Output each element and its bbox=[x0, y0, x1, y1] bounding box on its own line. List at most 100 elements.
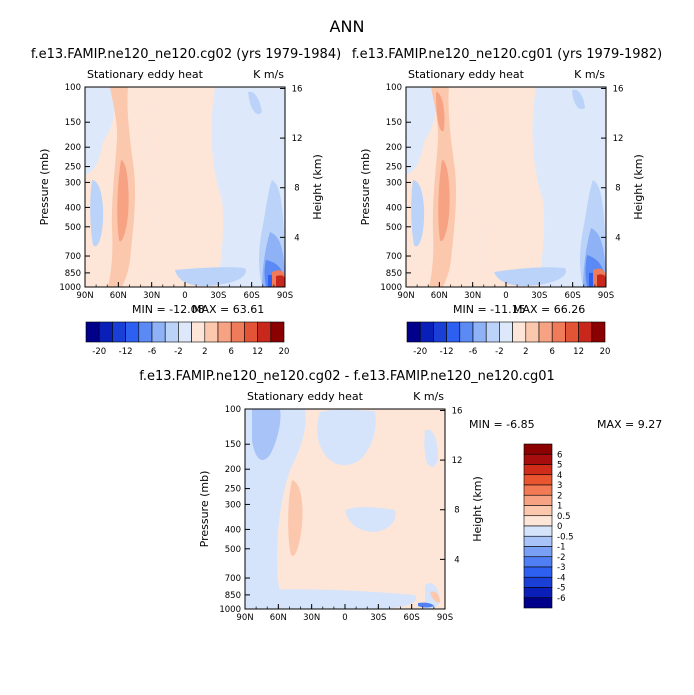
panel-2-ytick-label: 700 bbox=[386, 252, 402, 262]
panel-3-colorbar-swatch bbox=[523, 464, 553, 476]
panel-1: f.e13.FAMIP.ne120_ne120.cg02 (yrs 1979-1… bbox=[31, 47, 341, 357]
panel-1-colorbar-label: -12 bbox=[119, 347, 133, 357]
panel-3-xtick-label: 60N bbox=[270, 613, 287, 623]
panel-3-colorbar-swatch bbox=[523, 535, 553, 547]
panel-1-axes: 90N 60N 30N 0 30S 60S 90S 100 150 200 250 300 400 500… bbox=[59, 83, 302, 301]
panel-3-xtick-label: 30S bbox=[370, 613, 386, 623]
panel-1-ytick-label: 250 bbox=[65, 163, 81, 173]
panel-1-ytick-label: 300 bbox=[65, 178, 81, 188]
panel-3-colorbar-label: 6 bbox=[557, 450, 562, 460]
panel-3-colorbar-label: -4 bbox=[557, 573, 565, 583]
panel-3-ytick-label: 250 bbox=[225, 485, 241, 495]
panel-1-colorbar-label: 20 bbox=[279, 347, 290, 357]
panel-1-ytick-label: 200 bbox=[65, 143, 81, 153]
panel-2: f.e13.FAMIP.ne120_ne120.cg01 (yrs 1979-1… bbox=[352, 47, 662, 357]
panel-3-ytick-label: 150 bbox=[225, 440, 241, 450]
panel-1-ytick-label: 500 bbox=[65, 223, 81, 233]
panel-1-ytick-label: 850 bbox=[65, 269, 81, 279]
panel-3-colorbar-swatch bbox=[523, 566, 553, 578]
panel-2-colorbar-swatch bbox=[578, 321, 593, 343]
panel-3-y2tick-label: 16 bbox=[452, 406, 463, 416]
panel-2-colorbar-swatch bbox=[406, 321, 421, 343]
panel-2-xtick-label: 0 bbox=[503, 291, 508, 301]
panel-1-colorbar-label: -2 bbox=[174, 347, 182, 357]
panel-3-colorbar-swatch bbox=[523, 443, 553, 455]
panel-3-colorbar-swatch bbox=[523, 556, 553, 568]
panel-1-xtick-label: 90N bbox=[76, 291, 93, 301]
panel-3-title: f.e13.FAMIP.ne120_ne120.cg02 - f.e13.FAM… bbox=[139, 369, 555, 384]
panel-3-colorbar-label: -6 bbox=[557, 594, 565, 604]
panel-3-ytick-label: 200 bbox=[225, 465, 241, 475]
panel-1-xtick-label: 0 bbox=[182, 291, 187, 301]
panel-3-xtick-label: 60S bbox=[404, 613, 420, 623]
panel-3-colorbar-label: -1 bbox=[557, 543, 565, 553]
panel-2-colorbar-label: 2 bbox=[523, 347, 528, 357]
panel-1-ytick-label: 400 bbox=[65, 203, 81, 213]
panel-3-ytick-label: 1000 bbox=[219, 605, 241, 615]
panel-2-ytick-label: 300 bbox=[386, 178, 402, 188]
panel-2-colorbar-swatch bbox=[419, 321, 434, 343]
panel-3-xtick-label: 90N bbox=[236, 613, 253, 623]
panel-3-colorbar-label: 2 bbox=[557, 491, 562, 501]
panel-3-colorbar-swatch bbox=[523, 474, 553, 486]
panel-3-colorbar-swatch bbox=[523, 576, 553, 588]
panel-1-left-label: Stationary eddy heat bbox=[87, 68, 204, 81]
panel-2-y2tick-label: 4 bbox=[615, 233, 620, 243]
panel-2-y2tick-label: 8 bbox=[615, 184, 620, 194]
panel-3-colorbar-label: -5 bbox=[557, 584, 565, 594]
panel-2-ytick-label: 150 bbox=[386, 118, 402, 128]
panel-2-axes: 90N 60N 30N 0 30S 60S 90S 100 150 200 250 300 400 500… bbox=[380, 83, 623, 301]
panel-1-colorbar-swatch bbox=[230, 321, 245, 343]
panel-2-colorbar-swatch bbox=[472, 321, 487, 343]
panel-3: f.e13.FAMIP.ne120_ne120.cg02 - f.e13.FAM… bbox=[139, 369, 662, 623]
panel-2-colorbar-swatch bbox=[499, 321, 513, 343]
panel-3-colorbar-label: -0.5 bbox=[557, 532, 574, 542]
panel-1-colorbar-swatch bbox=[164, 321, 179, 343]
panel-1-right-label: K m/s bbox=[253, 68, 284, 81]
panel-2-xtick-label: 90S bbox=[598, 291, 614, 301]
panel-1-colorbar-label: -6 bbox=[148, 347, 156, 357]
panel-2-colorbar-label: 20 bbox=[600, 347, 611, 357]
panel-1-colorbar-label: 2 bbox=[202, 347, 207, 357]
panel-3-colorbar-swatch bbox=[523, 505, 553, 517]
panel-1-colorbar-swatch bbox=[204, 321, 219, 343]
panel-1-field bbox=[85, 87, 285, 287]
panel-2-ytick-label: 100 bbox=[386, 83, 402, 93]
panel-1-y2tick-label: 4 bbox=[294, 233, 299, 243]
panel-1-xtick-label: 60S bbox=[244, 291, 260, 301]
panel-3-colorbar-label: 0.5 bbox=[557, 512, 571, 522]
panel-3-ytick-label: 400 bbox=[225, 525, 241, 535]
panel-1-colorbar-swatch bbox=[257, 321, 272, 343]
panel-3-colorbar-label: -3 bbox=[557, 563, 565, 573]
panel-3-ytick-label: 100 bbox=[225, 405, 241, 415]
panel-3-colorbar-swatch bbox=[523, 525, 553, 537]
panel-2-xtick-label: 60N bbox=[431, 291, 448, 301]
panel-1-xtick-label: 90S bbox=[277, 291, 293, 301]
panel-1-colorbar-swatch bbox=[112, 321, 126, 343]
panel-1-colorbar-swatch bbox=[270, 321, 285, 343]
panel-3-y2tick-label: 8 bbox=[454, 506, 459, 516]
panel-1-ytick-label: 150 bbox=[65, 118, 81, 128]
panel-3-max: MAX = 9.27 bbox=[597, 418, 662, 431]
panel-3-y2tick-label: 12 bbox=[452, 456, 463, 466]
panel-1-colorbar: -20 -12 -6 -2 2 6 12 20 bbox=[85, 321, 290, 357]
panel-2-colorbar-swatch bbox=[446, 321, 461, 343]
panel-3-colorbar-swatch bbox=[523, 597, 553, 609]
panel-1-xtick-label: 60N bbox=[110, 291, 127, 301]
panel-2-left-label: Stationary eddy heat bbox=[408, 68, 525, 81]
panel-1-colorbar-swatch bbox=[217, 321, 232, 343]
panel-3-xtick-label: 30N bbox=[303, 613, 320, 623]
panel-2-xtick-label: 30N bbox=[464, 291, 481, 301]
panel-3-colorbar-swatch bbox=[523, 484, 553, 496]
panel-3-colorbar-label: 4 bbox=[557, 471, 562, 481]
panel-1-ytick-label: 1000 bbox=[59, 283, 81, 293]
panel-2-colorbar-label: -12 bbox=[440, 347, 454, 357]
panel-3-y2label: Height (km) bbox=[471, 476, 484, 542]
panel-3-xtick-label: 0 bbox=[342, 613, 347, 623]
panel-2-ytick-label: 1000 bbox=[380, 283, 402, 293]
panel-2-max: MAX = 66.26 bbox=[513, 303, 585, 316]
panel-2-field bbox=[406, 87, 606, 287]
panel-1-colorbar-swatch bbox=[125, 321, 140, 343]
